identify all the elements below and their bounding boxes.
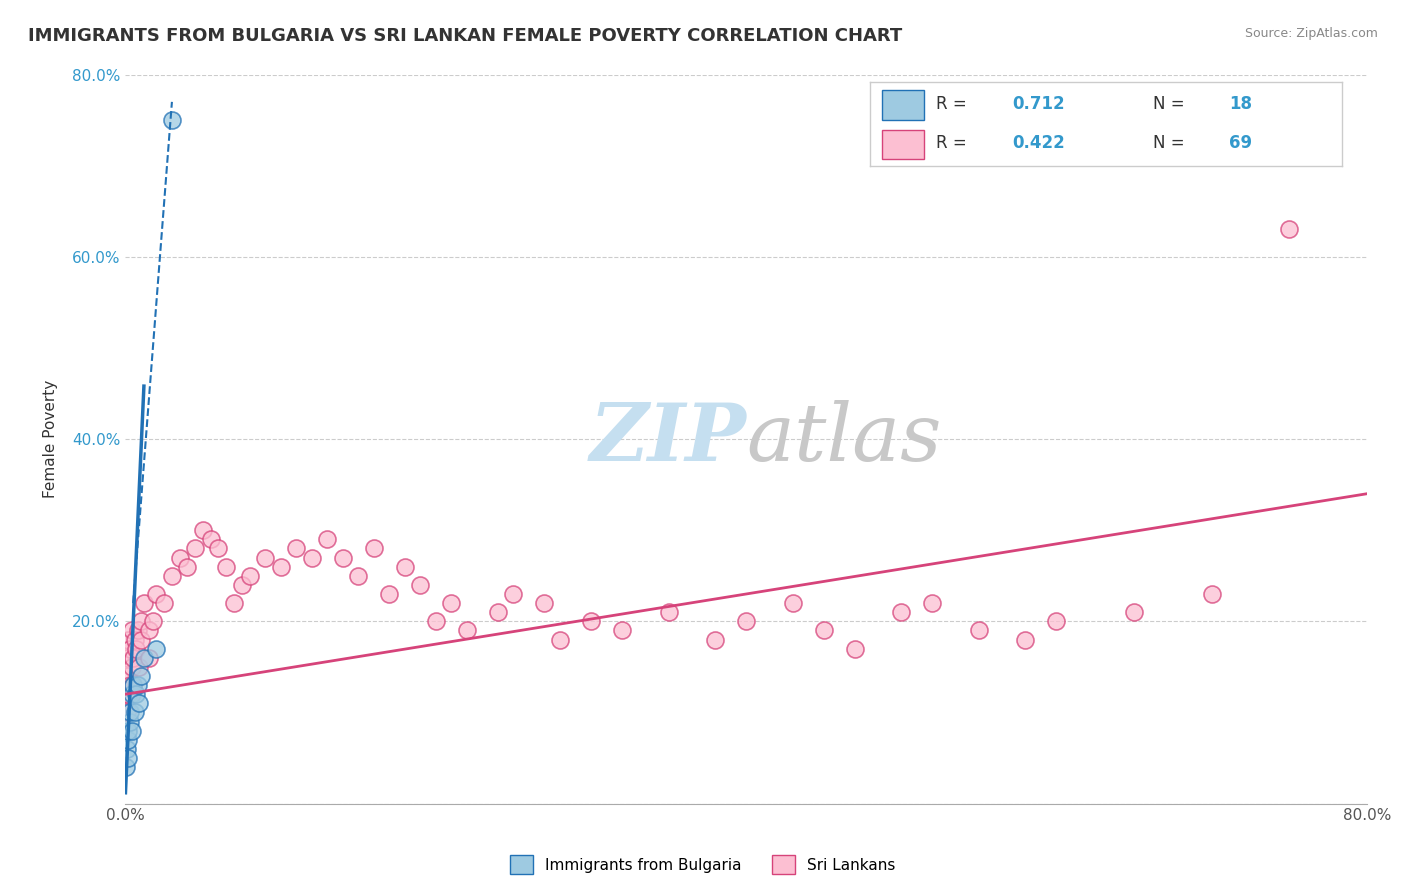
Point [117, 632, 139, 647]
Point [301, 550, 323, 565]
Point [125, 687, 148, 701]
Point [138, 650, 160, 665]
Point [115, 742, 138, 756]
Point [145, 641, 167, 656]
Point [142, 615, 165, 629]
Point [704, 632, 727, 647]
Point [844, 641, 866, 656]
Point [122, 650, 145, 665]
Point [121, 624, 143, 638]
Point [270, 559, 292, 574]
Point [129, 669, 152, 683]
Point [118, 678, 141, 692]
Point [118, 706, 141, 720]
Point [921, 596, 943, 610]
Point [115, 706, 138, 720]
Point [129, 615, 152, 629]
Point [160, 113, 183, 128]
Point [184, 541, 207, 556]
Point [579, 615, 602, 629]
Point [121, 660, 143, 674]
Point [1201, 587, 1223, 601]
Point [409, 578, 432, 592]
Point [127, 624, 149, 638]
Point [1278, 222, 1301, 236]
Point [207, 541, 229, 556]
Text: atlas: atlas [747, 401, 942, 478]
Point [132, 596, 155, 610]
Point [363, 541, 385, 556]
Point [115, 687, 138, 701]
Point [967, 624, 990, 638]
Point [121, 687, 143, 701]
Point [231, 578, 253, 592]
Point [125, 641, 148, 656]
Point [316, 533, 339, 547]
Y-axis label: Female Poverty: Female Poverty [44, 380, 58, 499]
Point [1045, 615, 1067, 629]
Point [533, 596, 555, 610]
Point [176, 559, 198, 574]
Point [145, 587, 167, 601]
Text: Source: ZipAtlas.com: Source: ZipAtlas.com [1244, 27, 1378, 40]
Point [890, 605, 912, 619]
Point [115, 760, 138, 774]
Point [138, 624, 160, 638]
Point [115, 650, 138, 665]
Point [129, 632, 152, 647]
Point [118, 641, 141, 656]
Point [456, 624, 478, 638]
Point [347, 568, 370, 582]
Point [486, 605, 509, 619]
Point [127, 678, 149, 692]
Point [610, 624, 633, 638]
Point [254, 550, 277, 565]
Text: IMMIGRANTS FROM BULGARIA VS SRI LANKAN FEMALE POVERTY CORRELATION CHART: IMMIGRANTS FROM BULGARIA VS SRI LANKAN F… [28, 27, 903, 45]
Point [378, 587, 401, 601]
Point [285, 541, 308, 556]
Point [440, 596, 463, 610]
Point [657, 605, 679, 619]
Point [128, 660, 150, 674]
Point [813, 624, 835, 638]
Point [394, 559, 416, 574]
Point [169, 550, 191, 565]
Point [122, 678, 145, 692]
Legend: Immigrants from Bulgaria, Sri Lankans: Immigrants from Bulgaria, Sri Lankans [503, 849, 903, 880]
Point [1014, 632, 1036, 647]
Point [117, 723, 139, 738]
Point [117, 751, 139, 765]
Point [782, 596, 804, 610]
Point [128, 697, 150, 711]
Point [132, 650, 155, 665]
Point [117, 669, 139, 683]
Point [124, 706, 146, 720]
Point [425, 615, 447, 629]
Point [502, 587, 524, 601]
Point [124, 632, 146, 647]
Point [238, 568, 260, 582]
Point [200, 533, 222, 547]
Point [153, 596, 176, 610]
Text: ZIP: ZIP [589, 401, 747, 478]
Point [121, 723, 143, 738]
Point [1123, 605, 1146, 619]
Point [191, 523, 214, 537]
Point [118, 714, 141, 729]
Point [122, 678, 145, 692]
Point [548, 632, 571, 647]
Point [222, 596, 245, 610]
Point [160, 568, 183, 582]
Point [735, 615, 758, 629]
Point [215, 559, 238, 574]
Point [117, 732, 139, 747]
Point [117, 687, 139, 701]
Point [332, 550, 354, 565]
